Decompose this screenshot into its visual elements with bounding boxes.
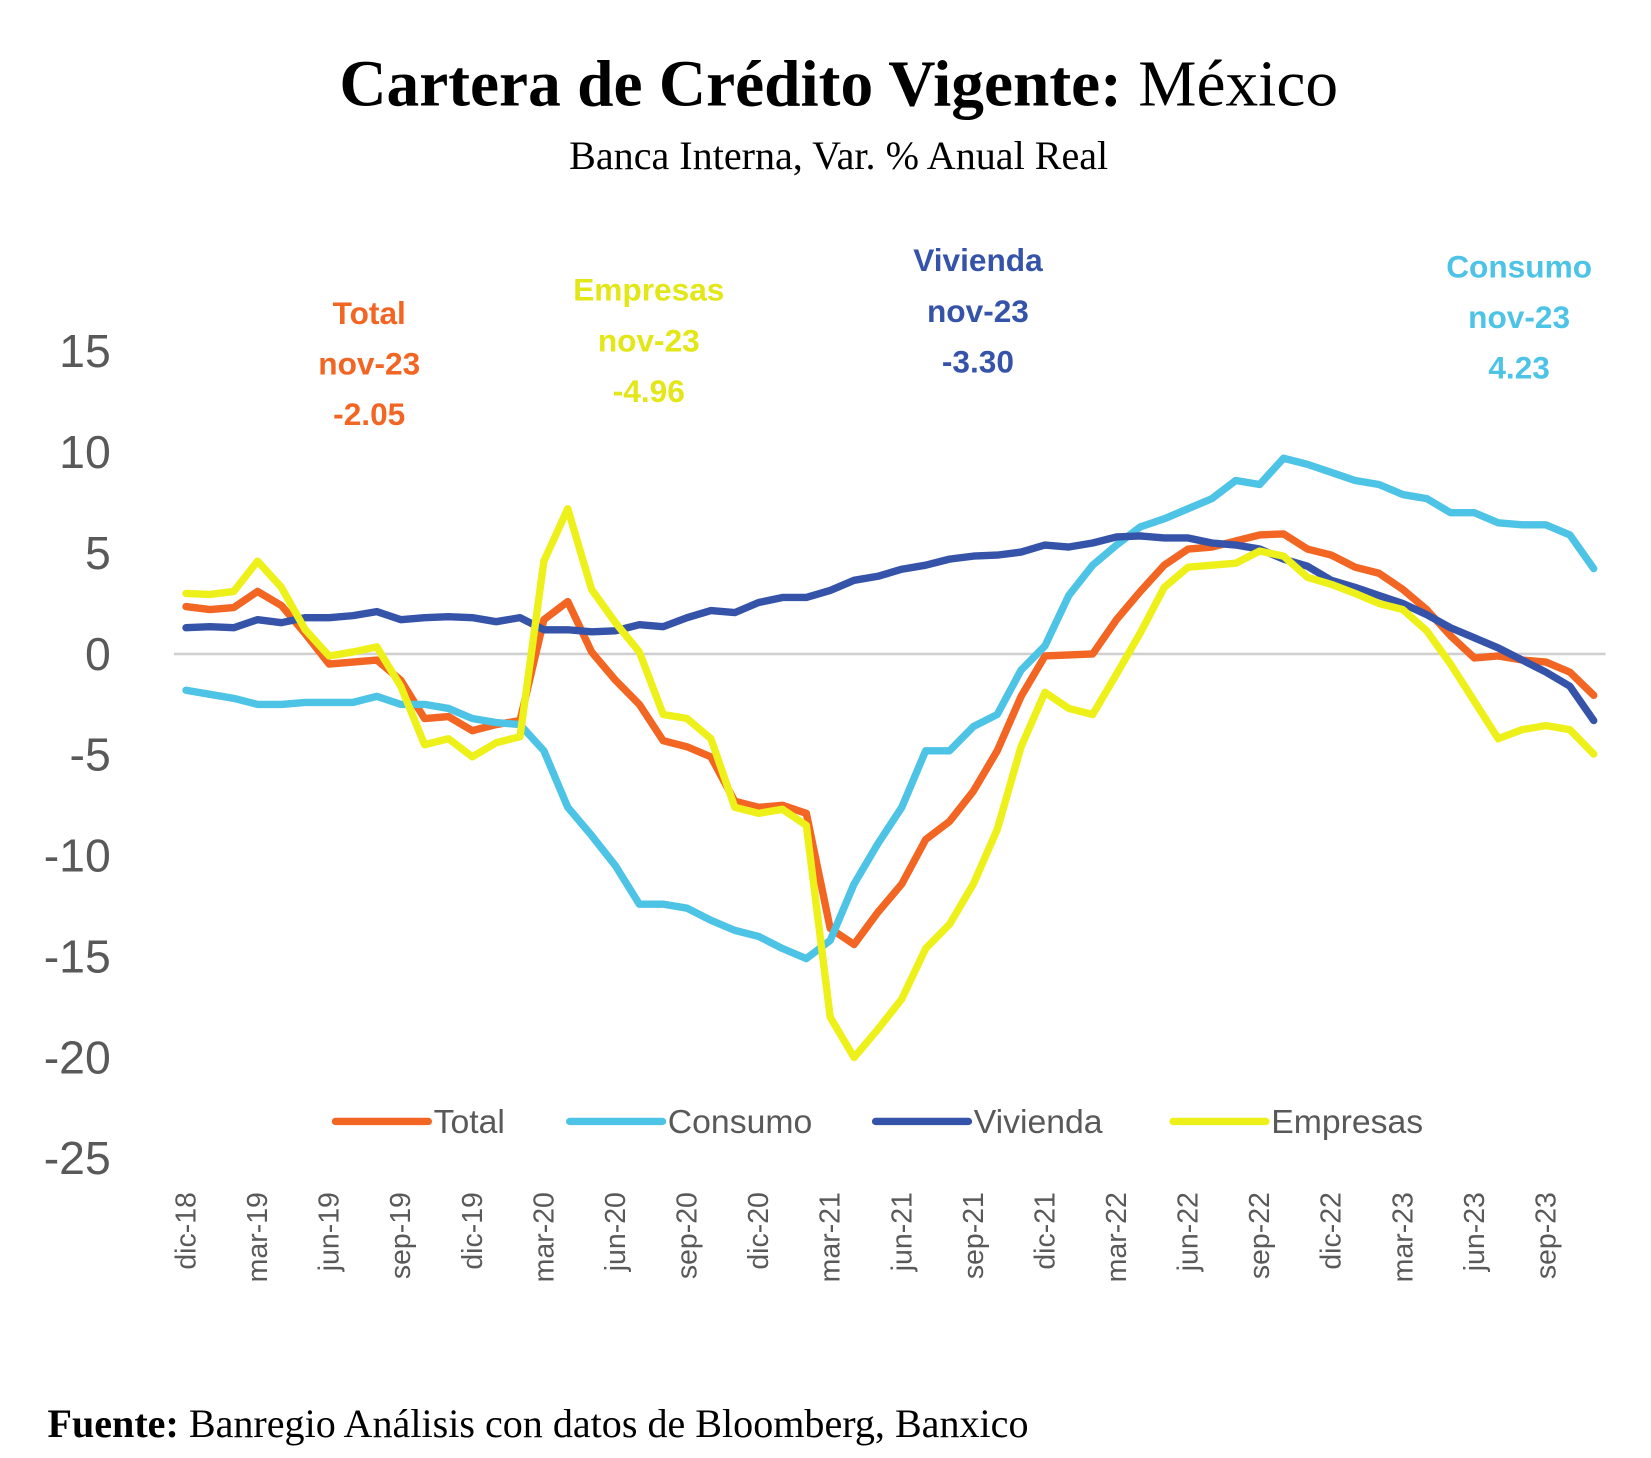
legend-label: Empresas (1271, 1103, 1423, 1141)
x-tick-label: sep-21 (958, 1192, 990, 1279)
y-tick-label: -5 (70, 729, 111, 781)
annotation-text: -2.05 (333, 396, 405, 432)
y-tick-label: 15 (59, 325, 111, 377)
x-tick-label: mar-23 (1387, 1192, 1419, 1282)
source-text: Banregio Análisis con datos de Bloomberg… (189, 1401, 1029, 1446)
chart-subtitle: Banca Interna, Var. % Anual Real (569, 133, 1108, 178)
legend-label: Vivienda (974, 1103, 1103, 1141)
series-line (182, 505, 1598, 1062)
annotation-text: Consumo (1446, 248, 1592, 284)
x-tick-label: dic-19 (457, 1192, 489, 1270)
y-tick-label: -20 (44, 1031, 111, 1083)
source-label: Fuente: (47, 1401, 178, 1446)
x-tick-label: dic-18 (170, 1192, 202, 1270)
x-tick-label: mar-20 (528, 1192, 560, 1282)
annotation-text: nov-23 (927, 293, 1029, 329)
x-tick-label: sep-20 (672, 1192, 704, 1279)
x-tick-label: jun-22 (1173, 1192, 1205, 1272)
series-line (182, 454, 1598, 963)
x-tick-label: mar-19 (242, 1192, 274, 1282)
annotation-text: -3.30 (942, 343, 1014, 379)
annotation-text: Total (333, 295, 406, 331)
annotation-text: nov-23 (318, 346, 420, 382)
x-tick-label: jun-19 (314, 1192, 346, 1272)
x-tick-label: sep-22 (1244, 1192, 1276, 1279)
x-tick-label: mar-21 (815, 1192, 847, 1282)
x-tick-label: sep-19 (385, 1192, 417, 1279)
x-tick-label: jun-23 (1459, 1192, 1491, 1272)
annotation-text: -4.96 (613, 373, 685, 409)
annotation-text: 4.23 (1488, 350, 1550, 386)
annotation-text: nov-23 (1468, 299, 1570, 335)
x-tick-label: dic-22 (1316, 1192, 1348, 1270)
y-tick-label: 5 (85, 527, 111, 579)
y-tick-label: -25 (44, 1132, 111, 1184)
legend-label: Consumo (668, 1103, 812, 1141)
chart-title: Cartera de Crédito Vigente: México (339, 49, 1338, 121)
annotation-text: nov-23 (598, 322, 700, 358)
title-country: México (1138, 49, 1338, 121)
y-tick-label: 0 (85, 628, 111, 680)
series-line (182, 530, 1598, 949)
x-tick-label: jun-21 (886, 1192, 918, 1272)
y-tick-label: -15 (44, 930, 111, 982)
x-tick-label: mar-22 (1101, 1192, 1133, 1282)
title-main: Cartera de Crédito Vigente: (339, 49, 1122, 121)
x-tick-label: jun-20 (600, 1192, 632, 1272)
y-tick-label: -10 (44, 830, 111, 882)
x-tick-label: dic-21 (1029, 1192, 1061, 1270)
annotation-text: Vivienda (913, 242, 1043, 278)
annotation-text: Empresas (573, 272, 724, 308)
x-tick-label: sep-23 (1530, 1192, 1562, 1279)
series-line (182, 532, 1598, 725)
legend-label: Total (434, 1103, 505, 1141)
source-note: Fuente: Banregio Análisis con datos de B… (47, 1401, 1028, 1446)
y-tick-label: 10 (59, 426, 111, 478)
x-tick-label: dic-20 (743, 1192, 775, 1270)
